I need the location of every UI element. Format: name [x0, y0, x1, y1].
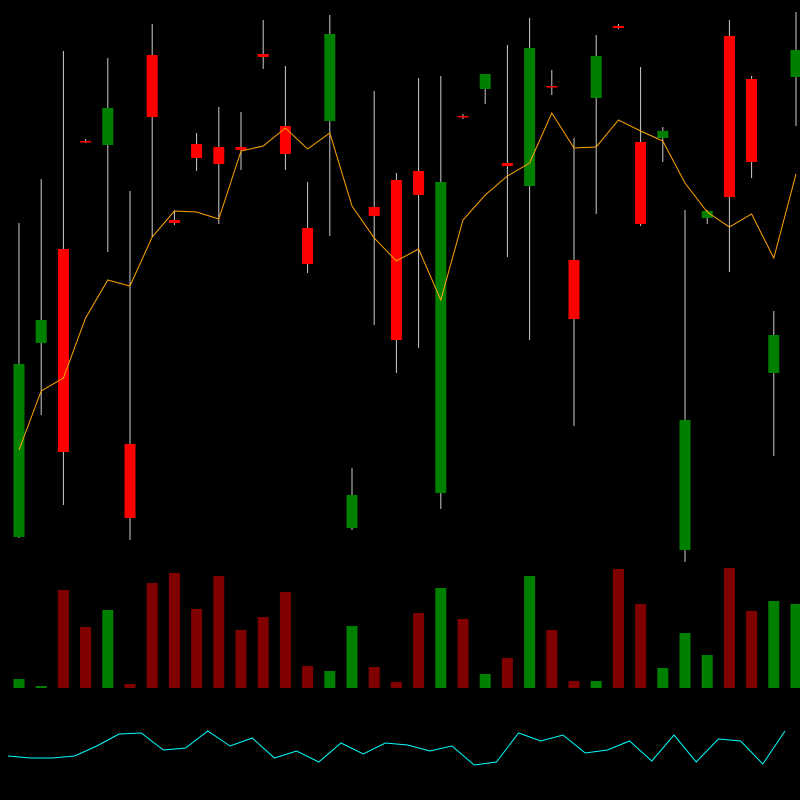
candle-body: [235, 147, 247, 150]
volume-bar: [302, 666, 314, 688]
candle-body: [790, 50, 800, 77]
candle-body: [746, 79, 758, 162]
volume-bar: [701, 655, 713, 688]
volume-bar: [590, 681, 602, 688]
candle-body: [346, 495, 358, 528]
volume-bar: [679, 633, 691, 688]
candle-body: [257, 54, 269, 57]
volume-bar: [390, 682, 402, 688]
volume-bar: [413, 613, 425, 688]
volume-bar: [13, 679, 25, 688]
candle-body: [590, 56, 602, 98]
volume-bar: [768, 601, 780, 688]
volume-bar: [146, 583, 158, 688]
candle-body: [768, 335, 780, 373]
candle-body: [35, 320, 47, 343]
candle-body: [168, 220, 180, 223]
candle-body: [57, 249, 69, 452]
volume-bar: [790, 604, 800, 688]
candle-body: [279, 126, 291, 154]
volume-bar: [191, 609, 203, 688]
candle-body: [568, 260, 580, 319]
candle-body: [479, 74, 491, 89]
volume-bar: [324, 671, 336, 688]
volume-bar: [346, 626, 358, 688]
candle-body: [80, 141, 92, 143]
candle-body: [546, 86, 558, 88]
candle-body: [524, 48, 536, 186]
candle-body: [368, 207, 380, 216]
candle-body: [102, 108, 114, 145]
candle-body: [324, 34, 336, 121]
candle-body: [723, 36, 735, 197]
volume-bar: [479, 674, 491, 688]
volume-bar: [612, 569, 624, 688]
candle-body: [124, 444, 136, 518]
volume-bar: [524, 576, 536, 688]
candle-body: [701, 211, 713, 218]
candle-body: [501, 163, 513, 166]
volume-bar: [35, 686, 47, 688]
volume-bar: [435, 588, 447, 688]
volume-bar: [102, 610, 114, 688]
volume-bar: [57, 590, 69, 688]
candle-body: [635, 142, 647, 224]
volume-bar: [546, 630, 558, 688]
volume-bar: [568, 681, 580, 688]
candle-body: [191, 144, 203, 158]
volume-bar: [80, 627, 92, 688]
candle-body: [679, 420, 691, 550]
candle-body: [612, 26, 624, 28]
volume-bar: [457, 619, 469, 688]
volume-bar: [635, 604, 647, 688]
candle-body: [213, 147, 225, 164]
candle-body: [13, 364, 25, 537]
candle-body: [390, 180, 402, 340]
volume-bar: [501, 658, 513, 688]
volume-bar: [657, 668, 669, 688]
candle-body: [146, 55, 158, 117]
candle-body: [435, 182, 447, 493]
volume-bar: [168, 573, 180, 688]
volume-bar: [723, 568, 735, 688]
candle-body: [302, 228, 314, 264]
indicator-line: [7, 730, 786, 766]
candle-body: [657, 131, 669, 138]
candle-body: [457, 116, 469, 118]
volume-bar: [368, 667, 380, 688]
volume-bar: [124, 684, 136, 688]
volume-bar: [235, 630, 247, 688]
moving-average-line: [18, 111, 797, 451]
volume-bar: [279, 592, 291, 688]
volume-bar: [213, 576, 225, 688]
volume-bar: [746, 611, 758, 688]
candle-body: [413, 171, 425, 195]
volume-bar: [257, 617, 269, 688]
